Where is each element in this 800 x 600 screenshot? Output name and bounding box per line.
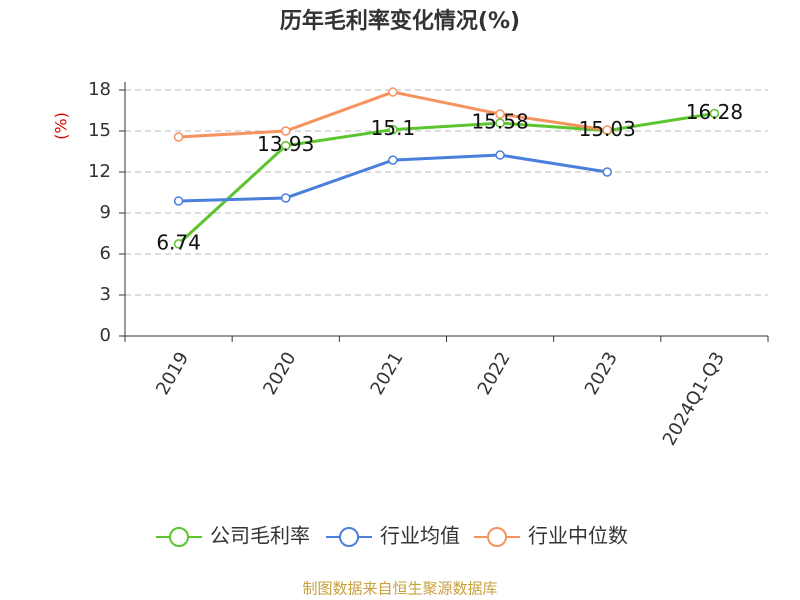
y-tick-label: 12 [88,161,111,182]
x-tick-label: 2019 [152,349,193,399]
point [388,87,398,97]
legend-marker [339,527,359,547]
point [173,196,184,206]
legend-label: 行业中位数 [528,524,628,548]
y-tick-label: 0 [100,325,111,346]
point [495,118,505,128]
chart-title: 历年毛利率变化情况(%) [280,8,520,34]
point [173,132,184,142]
data-label: 13.93 [257,132,314,156]
point [388,155,398,165]
y-tick-label: 15 [88,120,111,141]
y-tick-label: 3 [100,284,111,305]
point [388,124,398,135]
series-line [177,112,715,245]
point [709,108,720,119]
x-tick-label: 2023 [581,349,622,399]
data-label: 16.28 [686,100,743,124]
x-tick-label: 2022 [474,349,515,399]
data-label: 6.74 [156,230,201,254]
y-tick-label: 6 [100,243,111,264]
point [281,193,291,203]
legend-label: 行业均值 [380,524,460,548]
point [495,150,505,160]
legend-marker [169,527,189,547]
point [281,126,291,136]
data-label: 15.03 [579,117,636,141]
point [281,140,291,151]
legend-label: 公司毛利率 [210,524,310,548]
point [495,109,505,119]
point [173,239,184,249]
x-tick-label: 2024Q1-Q3 [659,349,729,450]
y-tick-label: 18 [88,79,111,100]
y-tick-label: 9 [100,202,111,223]
source-note: 制图数据来自恒生聚源数据库 [302,580,497,598]
data-label: 15.1 [371,116,416,140]
point [602,125,612,135]
legend-marker [487,527,507,547]
x-tick-label: 2020 [259,349,300,399]
data-label: 15.58 [471,110,528,134]
point [602,167,612,177]
x-tick-label: 2021 [366,349,407,399]
y-axis-label: (%) [52,112,71,140]
